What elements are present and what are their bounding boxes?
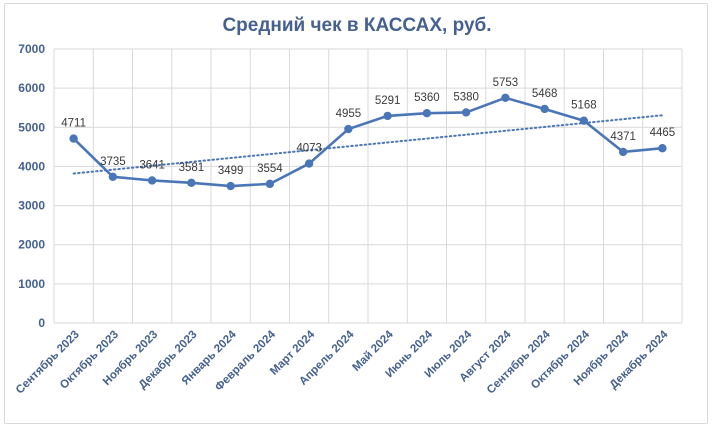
data-label: 3735	[100, 156, 126, 168]
series-line	[72, 96, 664, 188]
data-point	[540, 104, 549, 114]
data-label: 4073	[296, 143, 322, 155]
data-labels: 4711 3735 3641 3581 3499 3554 4073 4955 5291 5360…	[61, 77, 675, 177]
data-point	[226, 181, 235, 191]
y-tick-label: 1000	[18, 277, 45, 291]
data-label: 5753	[493, 77, 519, 89]
data-points	[69, 93, 667, 191]
data-label: 3554	[257, 163, 283, 175]
chart-frame	[4, 3, 708, 424]
data-point	[187, 178, 196, 188]
data-point	[108, 172, 118, 182]
data-label: 4955	[336, 108, 362, 120]
data-label: 5168	[571, 100, 597, 112]
chart-title: Средний чек в КАССАХ, руб.	[222, 15, 492, 36]
y-tick-label: 4000	[18, 159, 45, 173]
y-tick-label: 6000	[18, 81, 45, 95]
y-tick-label: 5000	[18, 120, 45, 134]
data-point	[383, 111, 392, 121]
data-label: 3581	[179, 162, 205, 174]
trend-line	[72, 114, 664, 175]
data-label: 3499	[218, 165, 244, 177]
data-label: 5360	[414, 92, 440, 104]
data-point	[501, 93, 510, 103]
data-label: 4371	[610, 131, 636, 143]
y-tick-label: 7000	[18, 42, 45, 56]
series-polyline	[72, 96, 664, 188]
y-tick-label: 3000	[18, 199, 45, 213]
data-label: 4465	[650, 127, 676, 139]
data-label: 3641	[139, 159, 165, 171]
linear-trendline	[72, 114, 664, 175]
data-label: 5468	[532, 88, 558, 100]
data-point	[344, 124, 353, 134]
data-label: 5291	[375, 95, 401, 107]
data-point	[147, 176, 157, 185]
data-point	[304, 159, 314, 168]
data-point	[69, 134, 78, 143]
grid-lines	[53, 48, 683, 324]
data-point	[265, 179, 275, 189]
data-point	[579, 116, 589, 125]
data-point	[658, 144, 667, 153]
data-label: 5380	[453, 91, 479, 103]
data-label: 4711	[61, 118, 86, 130]
data-point	[461, 108, 471, 117]
y-tick-label: 0	[38, 316, 45, 330]
y-tick-label: 2000	[18, 238, 45, 252]
y-axis-ticks: 0 1000 2000 3000 4000 5000 6000 7000	[18, 42, 45, 330]
data-point	[618, 147, 628, 157]
data-point	[422, 108, 432, 118]
